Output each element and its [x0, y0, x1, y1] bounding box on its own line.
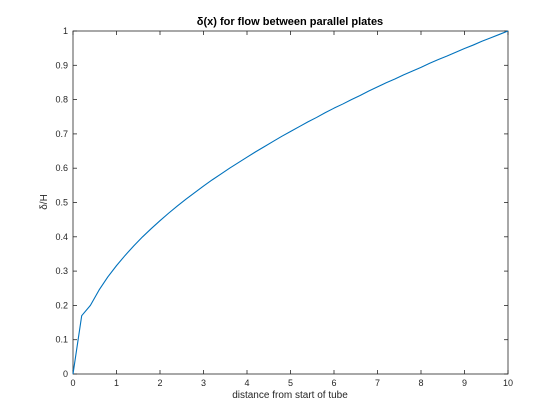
- y-tick-label: 0.8: [55, 95, 68, 105]
- x-tick-label: 1: [114, 378, 119, 388]
- x-tick-label: 0: [70, 378, 75, 388]
- y-tick-label: 0.5: [55, 198, 68, 208]
- x-tick-label: 2: [157, 378, 162, 388]
- x-tick-label: 8: [418, 378, 423, 388]
- y-axis-label: δ/H: [39, 194, 50, 210]
- axes-box: [72, 30, 509, 375]
- chart-title: δ(x) for flow between parallel plates: [197, 16, 383, 28]
- y-tick-label: 0: [63, 369, 68, 379]
- y-axis: 0 0.1 0.2 0.3 0.4 0.5 0.6 0.7 0.8 0.9 1: [55, 26, 508, 379]
- y-tick-label: 0.2: [55, 300, 68, 310]
- x-tick-label: 6: [331, 378, 336, 388]
- x-axis: 0 1 2 3 4 5 6 7 8 9 10: [70, 31, 513, 388]
- y-tick-label: 1: [63, 26, 68, 36]
- y-tick-label: 0.3: [55, 266, 68, 276]
- x-tick-label: 9: [462, 378, 467, 388]
- x-tick-label: 3: [201, 378, 206, 388]
- series-line: [72, 30, 509, 375]
- y-tick-label: 0.6: [55, 163, 68, 173]
- x-tick-label: 5: [288, 378, 293, 388]
- y-tick-label: 0.1: [55, 335, 68, 345]
- plot-area: [72, 30, 509, 375]
- x-tick-label: 7: [375, 378, 380, 388]
- x-tick-label: 4: [244, 378, 249, 388]
- y-tick-label: 0.7: [55, 129, 68, 139]
- x-tick-label: 10: [503, 378, 513, 388]
- axes-frame: [72, 30, 509, 375]
- y-tick-label: 0.4: [55, 232, 68, 242]
- x-axis-label: distance from start of tube: [232, 390, 348, 401]
- y-tick-label: 0.9: [55, 60, 68, 70]
